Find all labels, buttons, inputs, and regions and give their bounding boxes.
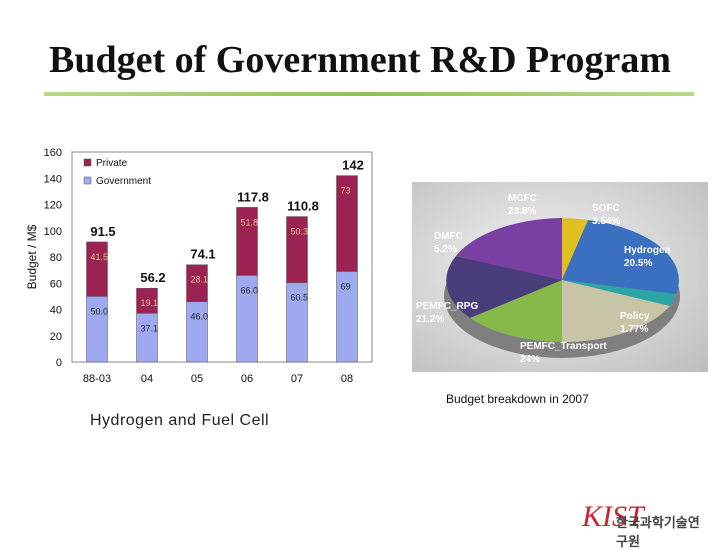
pie-slice-dmfc — [446, 256, 562, 318]
y-tick-label: 160 — [44, 147, 62, 159]
x-tick-label: 88-03 — [83, 373, 111, 385]
bar-government-04 — [136, 313, 158, 363]
pie-label-dmfc: DMFC 5.2% — [434, 231, 463, 255]
bar-private-04 — [136, 287, 158, 314]
pie-label-policy: Policy 1.77% — [620, 311, 650, 335]
pie-caption: Budget breakdown in 2007 — [446, 392, 589, 406]
bar-value-label: 19.1 — [141, 298, 159, 308]
title-underline — [44, 92, 694, 96]
bar-private-05 — [186, 264, 208, 302]
bar-value-label: 69 — [341, 281, 351, 291]
bar-value-label: 51.8 — [241, 217, 259, 227]
pie-label-hydrogen: Hydrogen 20.5% — [624, 245, 671, 269]
legend-label-government: Government — [96, 176, 151, 187]
bar-total-label: 74.1 — [190, 247, 215, 262]
pie-slice-pemfc-transport-top — [562, 280, 670, 343]
bar-value-label: 50.0 — [91, 306, 109, 316]
slide-title: Budget of Government R&D Program — [49, 39, 671, 81]
pie-label-mcfc: MCFC 23.8% — [508, 193, 537, 217]
plot-area — [71, 151, 373, 363]
y-tick-label: 40 — [50, 305, 62, 317]
pie-slice-mcfc — [456, 218, 562, 280]
pie-label-pemfc-rpg: PEMFC_RPG 21.2% — [416, 301, 479, 325]
bar-total-label: 56.2 — [140, 270, 165, 285]
bar-value-label: 41.5 — [91, 252, 109, 262]
x-tick-label: 04 — [141, 373, 153, 385]
x-tick-label: 05 — [191, 373, 203, 385]
bar-total-label: 110.8 — [287, 199, 319, 214]
bar-value-label: 28.1 — [191, 275, 209, 285]
y-tick-label: 0 — [56, 357, 62, 369]
bar-total-label: 142 — [342, 158, 364, 173]
bar-total-label: 117.8 — [237, 189, 269, 204]
bar-private-07 — [286, 216, 308, 283]
x-tick-label: 06 — [241, 373, 253, 385]
logo-mark: KIST — [582, 500, 644, 533]
pie-slice-pemfc-rpg — [470, 280, 562, 342]
pie-label-sofc: SOFC 3.54% — [592, 203, 621, 227]
y-tick-label: 80 — [50, 252, 62, 264]
y-axis-label: Budget / M$ — [25, 224, 39, 289]
bar-value-label: 37.1 — [141, 323, 159, 333]
bar-value-label: 46.0 — [191, 312, 209, 322]
bar-private-88-03 — [86, 241, 108, 297]
y-tick-label: 100 — [44, 226, 62, 238]
pie-slice-hydrogen — [562, 220, 679, 294]
y-tick-label: 60 — [50, 278, 62, 290]
pie-slice-policy — [562, 280, 676, 306]
pie-slice-sofc — [562, 218, 588, 280]
bar-value-label: 66.0 — [241, 285, 259, 295]
y-tick-label: 140 — [44, 173, 62, 185]
bar-value-label: 73 — [341, 186, 351, 196]
x-tick-label: 07 — [291, 373, 303, 385]
pie-chart — [444, 218, 680, 358]
pie-label-pemfc-transport: PEMFC_Transport 24% — [520, 341, 607, 365]
pie-chart-panel: MCFC 23.8% SOFC 3.54% Hydrogen 20.5% Policy… — [412, 182, 708, 372]
logo-name: 한국과학기술연구원 — [616, 515, 700, 549]
legend-swatch-government — [83, 176, 92, 185]
budget-bar-chart: 0 20 40 60 80 100 120 140 160 Budget / M$ 50.0 41.5… — [25, 147, 373, 385]
bar-total-label: 91.5 — [90, 224, 115, 239]
legend-label-private: Private — [96, 158, 128, 169]
legend-swatch-private — [83, 158, 92, 167]
kist-logo: KIST 한국과학기술연구원 — [578, 500, 708, 549]
chart-caption: Hydrogen and Fuel Cell — [90, 412, 270, 429]
y-tick-label: 20 — [50, 331, 62, 343]
bar-private-08 — [336, 175, 358, 272]
bar-value-label: 50.3 — [291, 227, 309, 237]
x-tick-label: 08 — [341, 373, 353, 385]
y-tick-label: 120 — [44, 200, 62, 212]
bar-value-label: 60.5 — [291, 293, 309, 303]
bar-private-06 — [236, 207, 258, 276]
